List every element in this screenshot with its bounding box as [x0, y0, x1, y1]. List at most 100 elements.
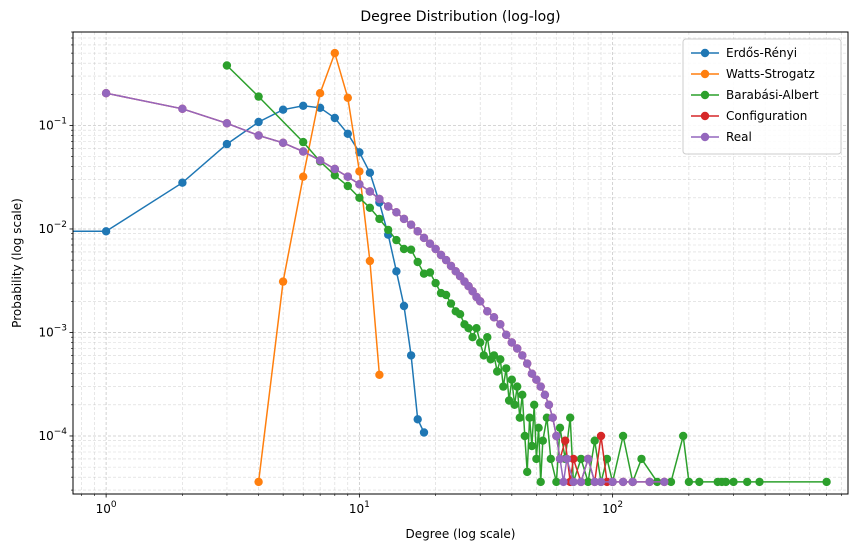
data-point	[464, 324, 473, 333]
data-point	[755, 477, 764, 487]
data-point	[483, 307, 492, 316]
data-point	[178, 104, 187, 114]
data-point	[596, 431, 606, 441]
legend-marker	[700, 111, 710, 121]
data-point	[532, 375, 541, 384]
data-point	[436, 250, 446, 260]
data-point	[406, 220, 416, 229]
y-tick-label: 10−2	[38, 220, 67, 236]
axis-ticks: 100 101 102 10−4 10−3 10−2 10−1	[38, 31, 842, 516]
data-point	[419, 233, 429, 243]
data-point	[479, 351, 488, 360]
data-point	[343, 172, 352, 181]
data-point	[523, 359, 532, 368]
data-point	[562, 454, 572, 464]
data-point	[542, 413, 552, 422]
data-point	[596, 477, 606, 487]
data-point	[532, 454, 541, 464]
data-point	[431, 244, 440, 254]
data-point	[544, 400, 554, 409]
data-point	[343, 93, 352, 103]
data-point	[536, 382, 545, 391]
data-point	[355, 193, 364, 202]
data-point	[489, 313, 499, 322]
data-point	[254, 117, 263, 127]
data-point	[822, 477, 831, 487]
legend-box	[682, 38, 842, 155]
data-point	[254, 131, 263, 140]
data-point	[365, 256, 375, 266]
data-point	[278, 105, 288, 114]
series-watts-strogatz	[254, 48, 384, 487]
data-point	[455, 310, 465, 319]
series-layer	[73, 48, 831, 487]
legend-entry: Configuration	[691, 109, 807, 123]
legend-marker	[700, 69, 710, 79]
data-point	[413, 415, 422, 424]
data-point	[425, 268, 435, 277]
data-point	[254, 477, 263, 487]
data-point	[530, 400, 539, 409]
data-point	[330, 48, 339, 58]
data-point	[483, 333, 492, 342]
legend-entry: Watts-Strogatz	[691, 67, 815, 81]
data-point	[552, 431, 561, 441]
x-tick-label: 102	[602, 500, 623, 516]
data-point	[101, 89, 111, 98]
data-point	[375, 370, 384, 379]
data-point	[384, 202, 393, 211]
data-point	[507, 338, 516, 347]
data-point	[222, 119, 232, 128]
data-point	[590, 436, 599, 445]
series-erd-s-r-nyi	[73, 101, 429, 437]
data-point	[507, 375, 516, 384]
data-point	[684, 477, 694, 487]
data-point	[561, 436, 570, 445]
data-point	[399, 301, 409, 311]
legend-marker	[700, 48, 710, 58]
data-point	[729, 477, 738, 487]
data-point	[392, 208, 401, 217]
data-point	[608, 477, 617, 487]
data-point	[496, 355, 505, 364]
y-tick-label: 10−3	[38, 323, 67, 339]
data-point	[566, 413, 575, 422]
data-point	[510, 400, 519, 409]
data-point	[413, 257, 422, 267]
data-point	[695, 477, 704, 487]
data-point	[392, 267, 401, 276]
data-point	[583, 454, 593, 464]
data-point	[330, 164, 339, 174]
data-point	[520, 431, 529, 441]
data-point	[330, 171, 339, 180]
data-point	[375, 214, 384, 224]
data-point	[399, 244, 409, 254]
data-point	[527, 441, 537, 451]
data-point	[743, 477, 752, 487]
data-point	[419, 428, 429, 437]
y-tick-label: 10−4	[38, 427, 67, 443]
data-point	[299, 147, 308, 156]
data-point	[660, 477, 669, 487]
data-point	[365, 203, 375, 212]
legend-label: Barabási-Albert	[726, 88, 819, 102]
data-point	[489, 351, 499, 360]
x-tick-label: 101	[349, 500, 370, 516]
data-point	[518, 390, 527, 399]
data-point	[618, 477, 628, 487]
data-point	[645, 477, 654, 487]
legend-marker	[700, 90, 710, 100]
data-point	[536, 477, 545, 487]
data-point	[343, 181, 352, 191]
data-point	[425, 239, 435, 248]
data-point	[555, 454, 565, 464]
data-point	[502, 330, 511, 339]
data-point	[375, 194, 384, 204]
data-point	[493, 367, 502, 376]
data-point	[446, 299, 456, 308]
data-point	[552, 477, 561, 487]
data-point	[679, 431, 688, 441]
legend-label: Erdős-Rényi	[726, 46, 797, 60]
data-point	[513, 344, 522, 353]
